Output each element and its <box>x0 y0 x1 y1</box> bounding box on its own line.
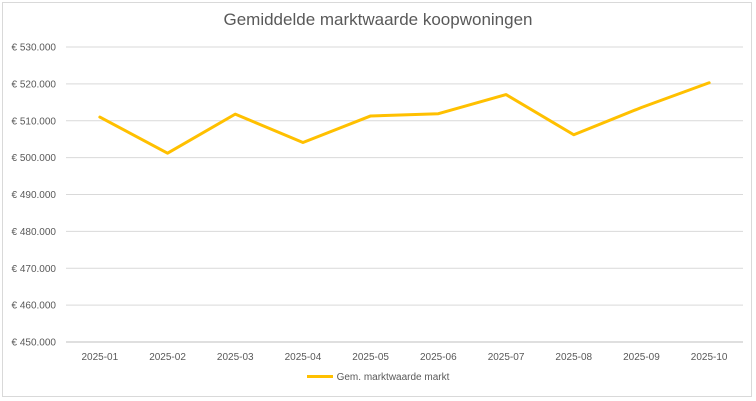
y-tick-label: € 480.000 <box>12 227 57 238</box>
y-tick-label: € 470.000 <box>12 264 57 275</box>
chart-title: Gemiddelde marktwaarde koopwoningen <box>223 10 533 29</box>
y-tick-label: € 500.000 <box>12 153 57 164</box>
x-tick-label: 2025-03 <box>217 352 254 363</box>
x-tick-label: 2025-01 <box>81 352 118 363</box>
legend-swatch <box>306 374 333 378</box>
x-tick-label: 2025-04 <box>285 352 322 363</box>
x-tick-label: 2025-05 <box>352 352 389 363</box>
chart-frame <box>2 2 752 397</box>
series-line <box>98 81 711 155</box>
y-tick-label: € 490.000 <box>12 190 57 201</box>
x-tick-label: 2025-07 <box>488 352 525 363</box>
y-tick-label: € 520.000 <box>12 79 57 90</box>
legend-label: Gem. marktwaarde markt <box>336 372 450 383</box>
legend: Gem. marktwaarde markt <box>0 372 756 383</box>
x-axis-ticks: 2025-01 2025-02 2025-03 2025-04 2025-05 2025-… <box>81 352 727 363</box>
y-axis-ticks: € 450.000 € 460.000 € 470.000 € 480.000 € 49… <box>12 43 57 349</box>
y-tick-label: € 510.000 <box>12 116 57 127</box>
x-tick-label: 2025-02 <box>149 352 186 363</box>
x-tick-label: 2025-08 <box>555 352 592 363</box>
x-tick-label: 2025-09 <box>623 352 660 363</box>
y-tick-label: € 450.000 <box>12 338 57 349</box>
x-tick-label: 2025-06 <box>420 352 457 363</box>
series-lines <box>98 81 711 155</box>
gridlines <box>66 46 743 343</box>
x-tick-label: 2025-10 <box>691 352 728 363</box>
y-tick-label: € 530.000 <box>12 43 57 54</box>
y-tick-label: € 460.000 <box>12 301 57 312</box>
